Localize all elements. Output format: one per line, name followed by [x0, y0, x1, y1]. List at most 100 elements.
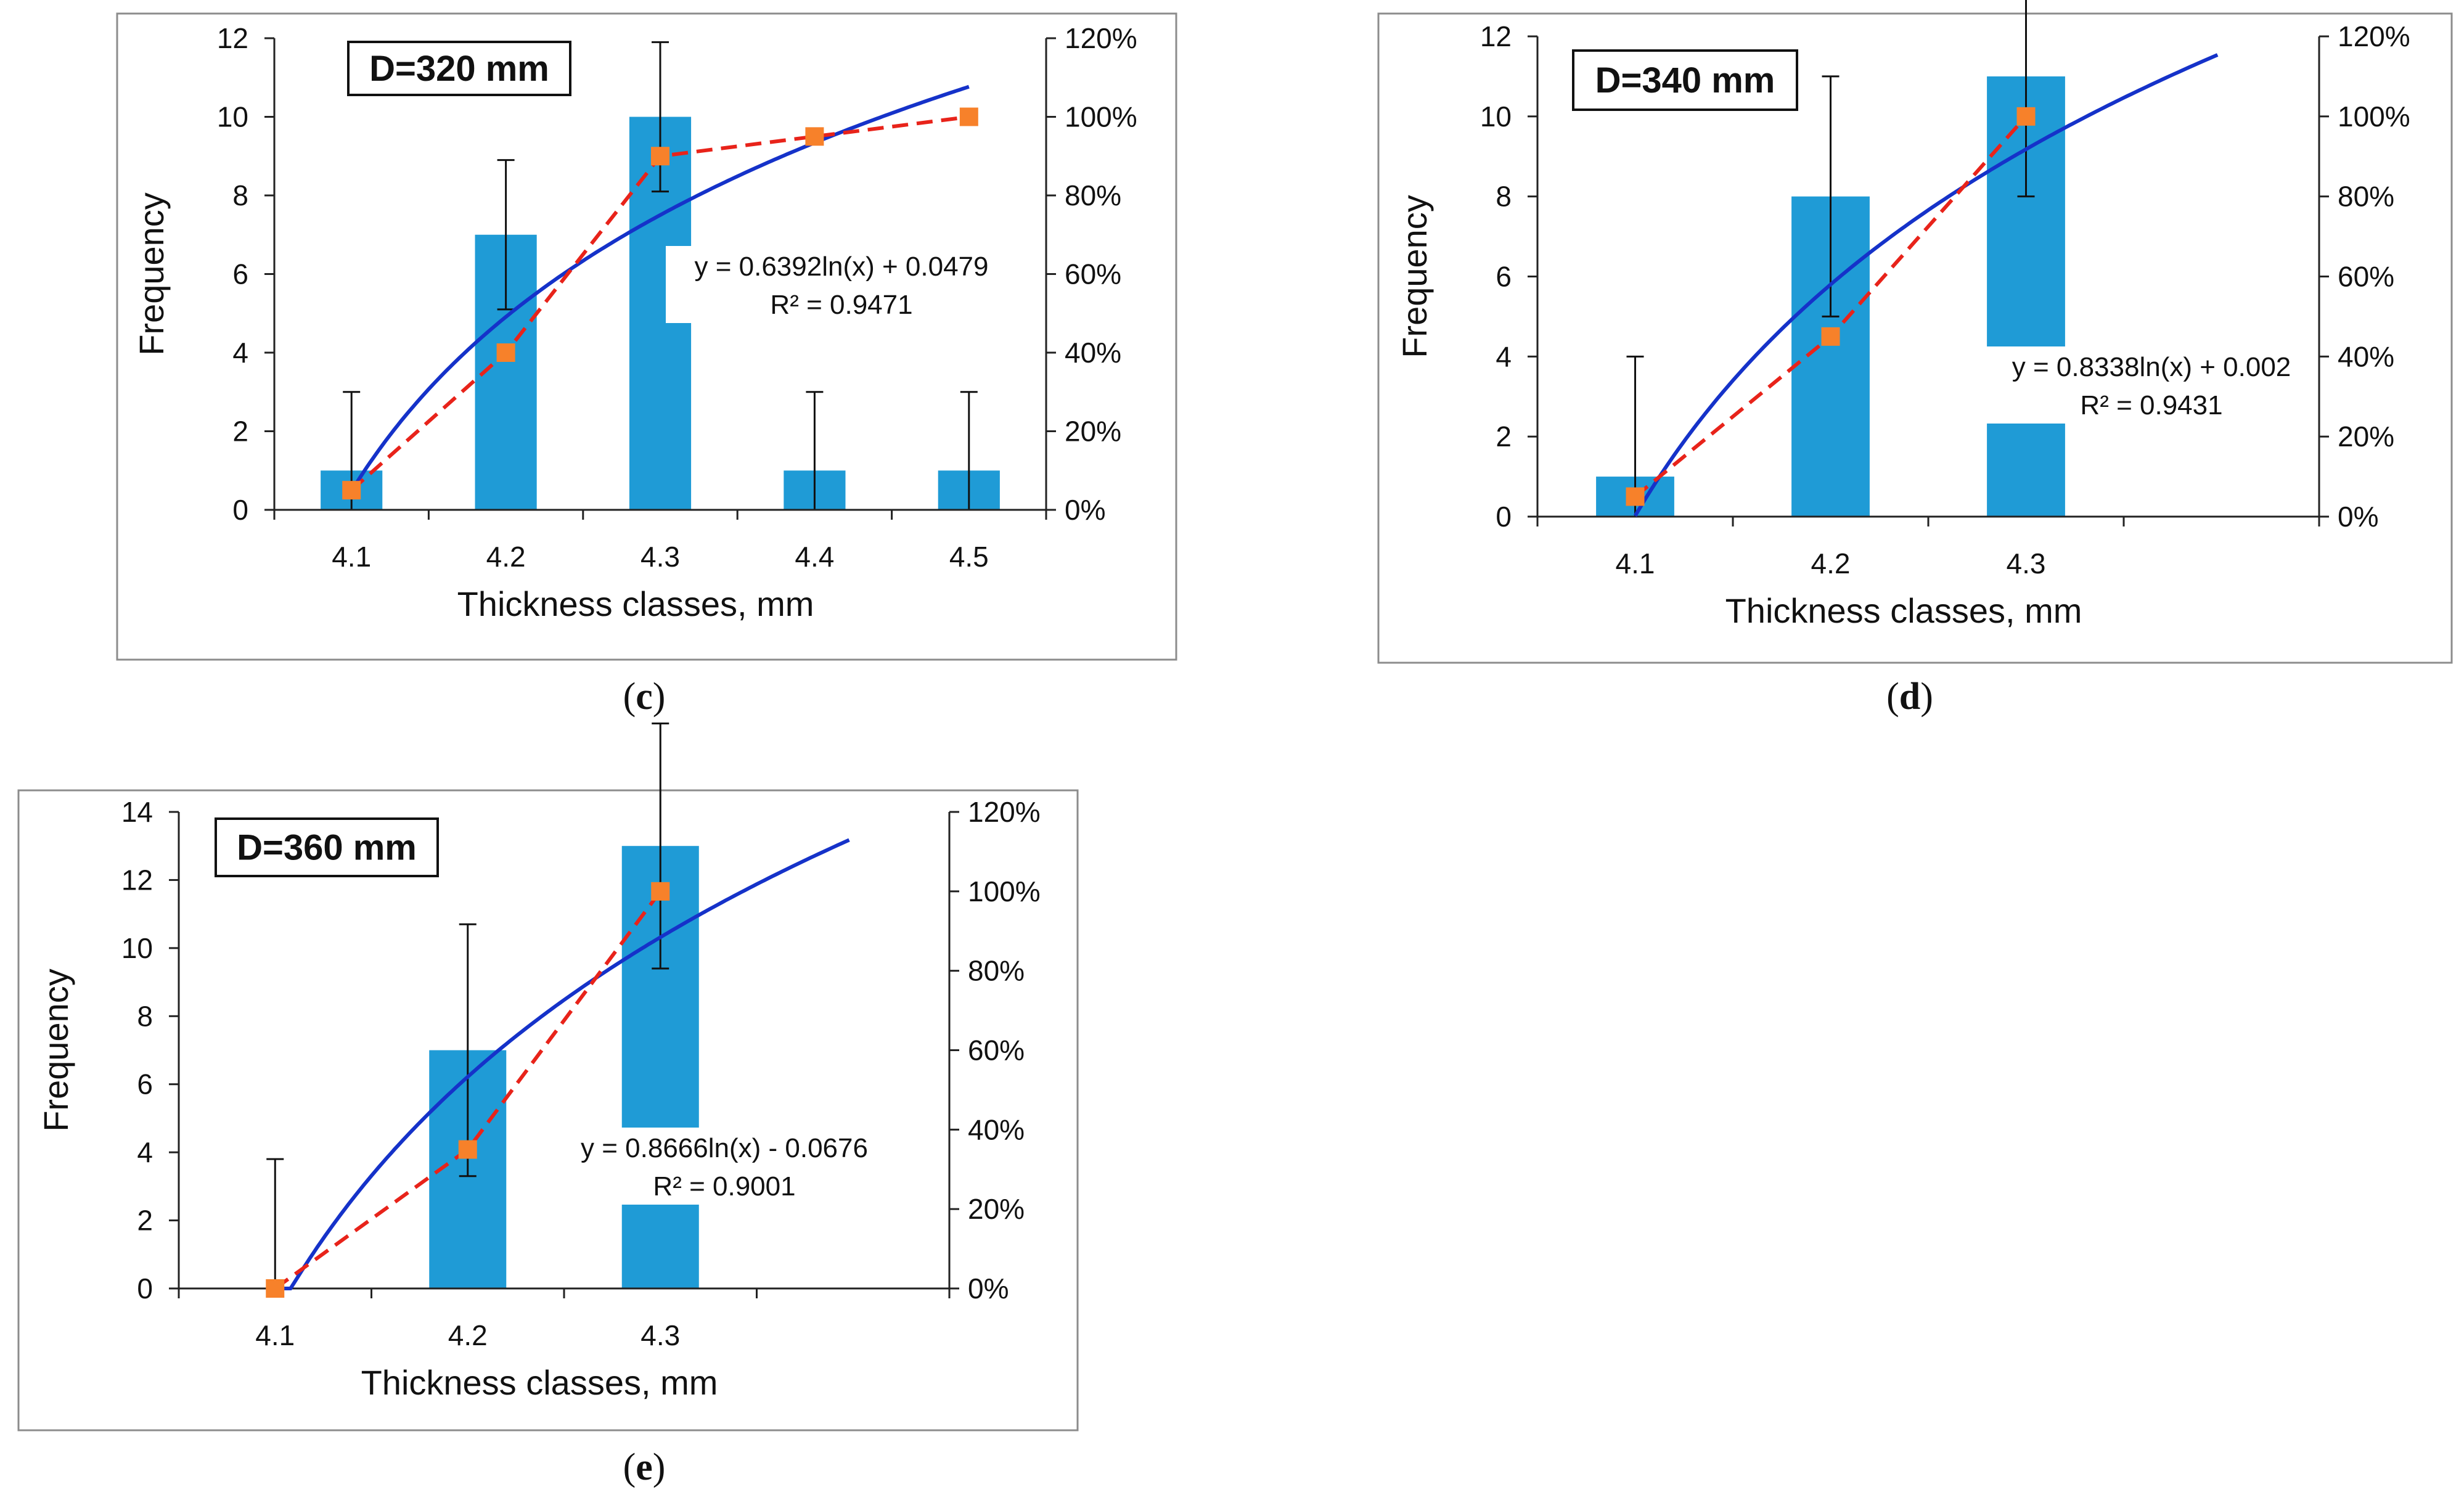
x-tick-label-4.1: 4.1: [255, 1319, 295, 1351]
y-tick-label: 2: [232, 416, 248, 448]
y-tick-label: 6: [137, 1068, 153, 1100]
y-tick-label: 8: [232, 179, 248, 211]
y-tick-label: 4: [232, 337, 248, 369]
x-axis-title: Thickness classes, mm: [457, 584, 814, 623]
caption-open: (: [623, 1446, 636, 1488]
caption-letter: d: [1899, 676, 1920, 718]
x-tick-label-4.2: 4.2: [1811, 547, 1851, 580]
y-tick-label: 8: [137, 1000, 153, 1032]
chart-title: D=360 mm: [237, 828, 417, 868]
y-tick-label: 4: [1496, 340, 1512, 372]
x-tick-label-4.3: 4.3: [641, 541, 680, 573]
chart-panel-e: y = 0.8666ln(x) - 0.0676 R² = 0.9001 0 2 4 6 8…: [17, 722, 1079, 1488]
caption-close: ): [1920, 676, 1933, 718]
chart-panel-c: y = 0.6392ln(x) + 0.0479 R² = 0.9471 0 2 4 6 8…: [116, 12, 1177, 718]
y-tick-label: 0: [1496, 501, 1512, 533]
cumulative-marker-4.3: [651, 147, 669, 166]
x-tick-label-4.2: 4.2: [448, 1319, 488, 1351]
y-tick-label: 12: [1480, 20, 1512, 52]
y2-tick-label: 20%: [2338, 420, 2394, 453]
cumulative-marker-4.3: [2016, 107, 2036, 126]
x-axis-title: Thickness classes, mm: [1725, 591, 2082, 630]
cumulative-marker-4.4: [805, 127, 824, 146]
r-squared-label: R² = 0.9471: [770, 290, 912, 320]
cumulative-marker-4.3: [651, 882, 670, 901]
y-tick-label: 10: [217, 101, 248, 133]
y-tick-label: 0: [137, 1272, 153, 1305]
r-squared-label: R² = 0.9431: [2080, 390, 2222, 420]
panel-caption: (d): [1886, 676, 1933, 718]
y-tick-label: 0: [232, 494, 248, 526]
y-axis-title: Frequency: [36, 969, 75, 1132]
chart-frame: [17, 789, 1079, 1432]
y-tick-label: 12: [217, 22, 248, 54]
y2-tick-label: 0%: [968, 1272, 1009, 1305]
cumulative-marker-4.5: [959, 107, 978, 126]
caption-close: ): [653, 1446, 666, 1488]
y-tick-label: 2: [137, 1205, 153, 1237]
caption-open: (: [623, 676, 636, 718]
equation-backdrop: [666, 246, 1017, 323]
equation-backdrop: [549, 1128, 900, 1205]
chart-title: D=320 mm: [369, 49, 549, 89]
cumulative-marker-4.1: [266, 1279, 285, 1298]
y-tick-label: 6: [232, 258, 248, 290]
y2-tick-label: 0%: [1065, 494, 1105, 526]
caption-open: (: [1886, 676, 1899, 718]
y-tick-label: 2: [1496, 420, 1512, 453]
y2-tick-label: 120%: [2338, 20, 2410, 52]
caption-close: ): [653, 676, 666, 718]
x-tick-label-4.3: 4.3: [2007, 547, 2046, 580]
y-tick-label: 8: [1496, 181, 1512, 213]
title-box: [215, 817, 439, 877]
x-tick-label-4.1: 4.1: [332, 541, 371, 573]
y2-tick-label: 100%: [1065, 101, 1137, 133]
y-tick-label: 10: [121, 932, 153, 964]
y2-tick-label: 0%: [2338, 501, 2378, 533]
y-tick-label: 14: [121, 796, 153, 828]
log-trendline: [275, 838, 850, 1290]
error-bar-4.3: [652, 41, 669, 193]
trendline-equation: y = 0.6392ln(x) + 0.0479: [695, 252, 989, 282]
y2-tick-label: 100%: [968, 875, 1041, 907]
x-tick-label-4.4: 4.4: [795, 541, 834, 573]
x-tick-label-4.5: 4.5: [949, 541, 989, 573]
chart-panel-d: y = 0.8338ln(x) + 0.002 R² = 0.9431 0 2 4 6 8 1…: [1377, 0, 2453, 718]
chart-frame: [1377, 12, 2453, 664]
x-tick-label-4.2: 4.2: [486, 541, 526, 573]
r-squared-label: R² = 0.9001: [653, 1171, 795, 1202]
log-trendline: [1633, 53, 2219, 517]
y-axis-title: Frequency: [1395, 195, 1434, 358]
title-box: [1572, 49, 1798, 111]
cumulative-marker-4.1: [1626, 487, 1645, 506]
trendline-equation: y = 0.8666ln(x) - 0.0676: [581, 1133, 868, 1163]
panel-caption: (e): [623, 1446, 666, 1488]
error-bar-4.2: [459, 923, 477, 1178]
title-box: [347, 41, 571, 96]
y-tick-label: 4: [137, 1136, 153, 1168]
cumulative-marker-4.2: [458, 1140, 477, 1159]
y-tick-label: 12: [121, 864, 153, 896]
error-bar-4.3: [652, 722, 669, 970]
cumulative-marker-4.2: [1821, 327, 1840, 346]
y2-tick-label: 120%: [1065, 22, 1137, 54]
caption-letter: e: [636, 1446, 653, 1488]
y2-tick-label: 40%: [968, 1113, 1025, 1145]
y-tick-label: 10: [1480, 100, 1512, 133]
y-axis-title: Frequency: [132, 192, 171, 356]
y-tick-label: 6: [1496, 261, 1512, 293]
x-tick-label-4.1: 4.1: [1616, 547, 1655, 580]
y2-tick-label: 60%: [968, 1034, 1025, 1067]
y2-tick-label: 120%: [968, 796, 1041, 828]
y2-tick-label: 60%: [1065, 258, 1121, 290]
panel-caption: (c): [623, 676, 666, 718]
x-tick-label-4.3: 4.3: [641, 1319, 680, 1351]
cumulative-marker-4.2: [496, 343, 515, 362]
cumulative-marker-4.1: [342, 481, 361, 500]
y2-tick-label: 40%: [2338, 340, 2394, 372]
error-bar-4.2: [497, 159, 515, 311]
y2-tick-label: 20%: [968, 1193, 1025, 1225]
y2-tick-label: 80%: [968, 955, 1025, 987]
caption-letter: c: [636, 676, 653, 718]
